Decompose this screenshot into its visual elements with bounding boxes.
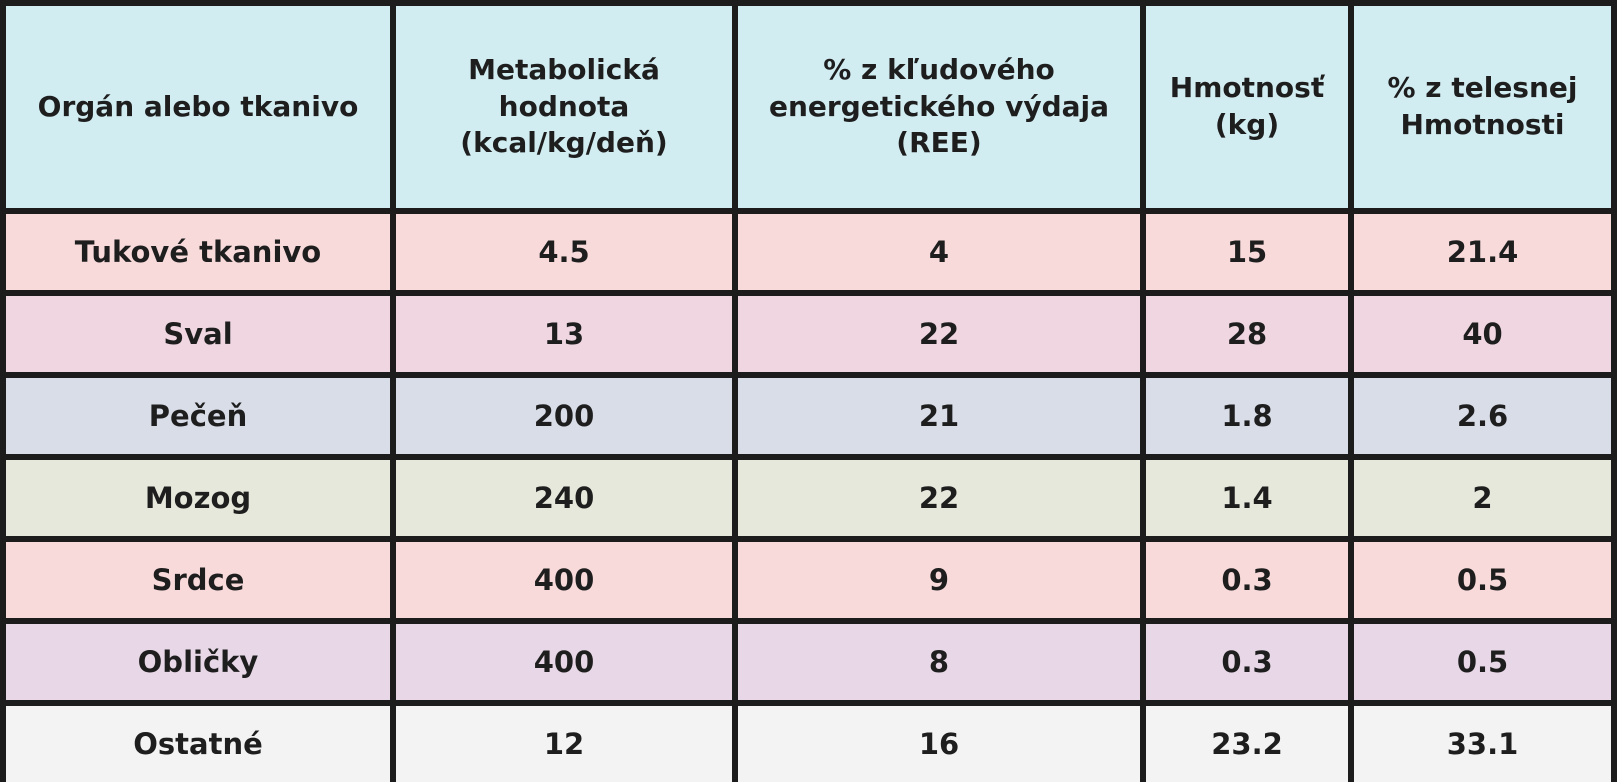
table-cell-metabolic-rate: 400 [396,542,732,618]
table-cell-metabolic-rate: 4.5 [396,214,732,290]
table-cell-organ: Pečeň [6,378,390,454]
table-cell-organ: Mozog [6,460,390,536]
header-cell-organ: Orgán alebo tkanivo [6,6,390,208]
table-cell-metabolic-rate: 200 [396,378,732,454]
table-cell-organ: Ostatné [6,706,390,782]
table-cell-organ: Obličky [6,624,390,700]
header-cell-ree-percent: % z kľudového energetického výdaja (REE) [738,6,1140,208]
table-cell-metabolic-rate: 240 [396,460,732,536]
table-cell-mass: 23.2 [1146,706,1348,782]
table-cell-ree-percent: 22 [738,296,1140,372]
table-cell-organ: Srdce [6,542,390,618]
table-cell-ree-percent: 8 [738,624,1140,700]
table-cell-ree-percent: 16 [738,706,1140,782]
table-cell-body-mass-percent: 33.1 [1354,706,1611,782]
table-cell-mass: 1.8 [1146,378,1348,454]
table-cell-mass: 15 [1146,214,1348,290]
table-cell-metabolic-rate: 12 [396,706,732,782]
header-cell-body-mass-percent: % z telesnej Hmotnosti [1354,6,1611,208]
table-cell-mass: 28 [1146,296,1348,372]
table-cell-body-mass-percent: 2 [1354,460,1611,536]
table-cell-organ: Tukové tkanivo [6,214,390,290]
table-cell-ree-percent: 4 [738,214,1140,290]
table-cell-metabolic-rate: 400 [396,624,732,700]
header-cell-metabolic-rate: Metabolická hodnota (kcal/kg/deň) [396,6,732,208]
table-cell-body-mass-percent: 0.5 [1354,542,1611,618]
table-cell-body-mass-percent: 2.6 [1354,378,1611,454]
table-cell-ree-percent: 22 [738,460,1140,536]
table-cell-organ: Sval [6,296,390,372]
table-cell-mass: 1.4 [1146,460,1348,536]
table-cell-body-mass-percent: 0.5 [1354,624,1611,700]
table-cell-body-mass-percent: 40 [1354,296,1611,372]
table-cell-metabolic-rate: 13 [396,296,732,372]
table-cell-body-mass-percent: 21.4 [1354,214,1611,290]
header-cell-mass: Hmotnosť (kg) [1146,6,1348,208]
table-cell-ree-percent: 21 [738,378,1140,454]
table-cell-mass: 0.3 [1146,542,1348,618]
table-cell-mass: 0.3 [1146,624,1348,700]
table-cell-ree-percent: 9 [738,542,1140,618]
